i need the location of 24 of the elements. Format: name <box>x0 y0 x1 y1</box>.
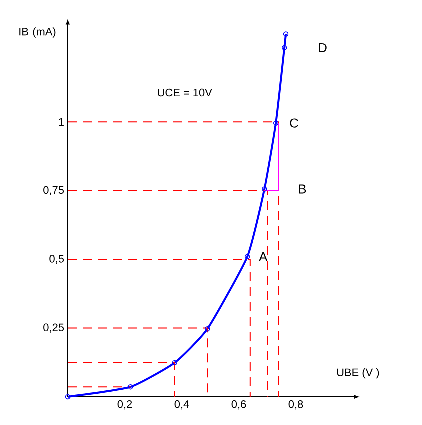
annotation: C <box>290 118 298 128</box>
y-tick-label: 1 <box>59 118 64 126</box>
point <box>273 120 279 126</box>
y-axis-title: IB (mA) <box>20 28 56 38</box>
annotation: A <box>259 252 268 262</box>
point <box>128 384 134 390</box>
point <box>262 186 268 192</box>
x-tick-label: 0,6 <box>232 400 246 410</box>
point <box>282 45 288 51</box>
annotation: UCE = 10V <box>158 88 212 97</box>
annotation: B <box>299 184 306 194</box>
y-tick-label: 0,75 <box>44 186 64 196</box>
y-tick-label: 0,5 <box>50 255 64 264</box>
point <box>283 32 289 37</box>
x-tick-label: 0,8 <box>288 400 304 410</box>
y-tick-label: 0,25 <box>44 324 64 333</box>
point <box>65 394 71 400</box>
point <box>244 254 250 260</box>
point <box>172 360 178 366</box>
point <box>205 326 210 332</box>
x-tick-label: 0,2 <box>118 400 132 410</box>
annotation: D <box>319 44 327 52</box>
x-tick-label: 0,4 <box>174 400 190 410</box>
x-axis-title: UBE (V ) <box>337 368 380 379</box>
